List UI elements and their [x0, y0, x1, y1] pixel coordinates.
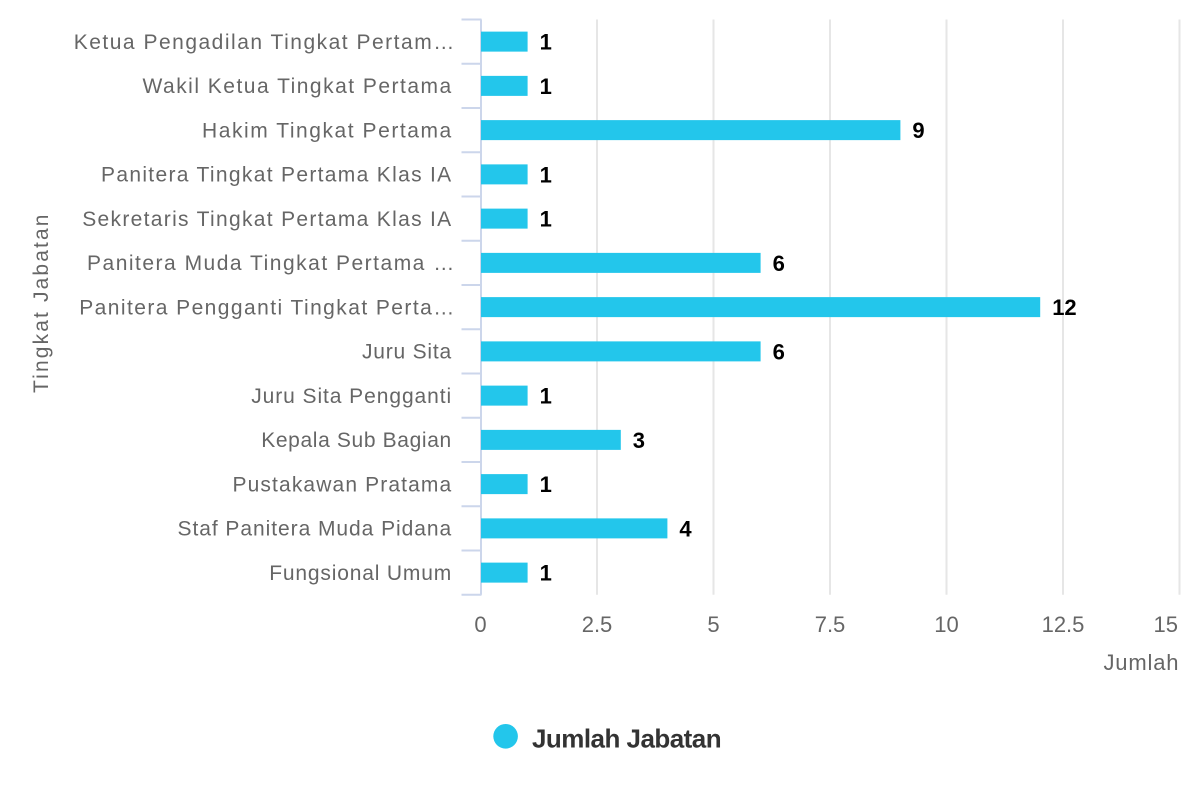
svg-text:Panitera Tingkat Pertama Klas: Panitera Tingkat Pertama Klas IA	[101, 164, 451, 187]
svg-text:12.5: 12.5	[1042, 612, 1085, 637]
svg-text:Sekretaris Tingkat Pertama Kla: Sekretaris Tingkat Pertama Klas IA	[82, 208, 451, 231]
svg-text:15: 15	[1154, 612, 1178, 637]
svg-text:1: 1	[540, 472, 552, 497]
svg-text:Juru Sita Pengganti: Juru Sita Pengganti	[251, 385, 451, 408]
svg-text:Jumlah: Jumlah	[1104, 650, 1179, 675]
svg-text:Juru Sita: Juru Sita	[362, 341, 452, 364]
svg-text:12: 12	[1052, 295, 1076, 320]
svg-text:Panitera Muda Tingkat Pertama: Panitera Muda Tingkat Pertama …	[87, 252, 454, 275]
svg-text:1: 1	[540, 561, 552, 586]
svg-text:10: 10	[934, 612, 958, 637]
svg-text:Kepala Sub Bagian: Kepala Sub Bagian	[261, 429, 451, 452]
svg-text:Wakil Ketua Tingkat Pertama: Wakil Ketua Tingkat Pertama	[143, 75, 452, 98]
svg-text:Hakim Tingkat Pertama: Hakim Tingkat Pertama	[202, 119, 452, 142]
svg-text:Jumlah Jabatan: Jumlah Jabatan	[532, 724, 722, 754]
svg-text:Pustakawan Pratama: Pustakawan Pratama	[233, 473, 452, 496]
svg-text:5: 5	[707, 612, 719, 637]
svg-text:1: 1	[540, 207, 552, 232]
svg-text:4: 4	[679, 516, 692, 541]
svg-text:1: 1	[540, 30, 552, 55]
svg-text:Panitera Pengganti Tingkat Per: Panitera Pengganti Tingkat Perta…	[79, 296, 454, 319]
svg-text:3: 3	[633, 428, 645, 453]
svg-text:Fungsional Umum: Fungsional Umum	[269, 562, 451, 585]
svg-text:1: 1	[540, 74, 552, 99]
svg-text:0: 0	[474, 612, 486, 637]
svg-text:1: 1	[540, 162, 552, 187]
svg-text:9: 9	[912, 118, 924, 143]
svg-text:6: 6	[773, 339, 785, 364]
svg-text:1: 1	[540, 384, 552, 409]
svg-text:Ketua Pengadilan Tingkat Perta: Ketua Pengadilan Tingkat Pertam…	[74, 31, 455, 54]
svg-text:6: 6	[773, 251, 785, 276]
svg-text:Staf Panitera Muda Pidana: Staf Panitera Muda Pidana	[178, 518, 452, 541]
svg-text:2.5: 2.5	[582, 612, 613, 637]
svg-text:7.5: 7.5	[815, 612, 846, 637]
